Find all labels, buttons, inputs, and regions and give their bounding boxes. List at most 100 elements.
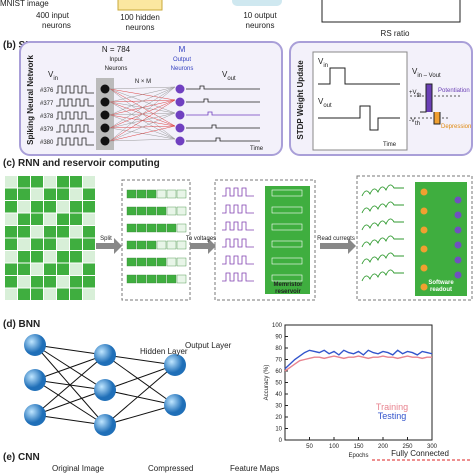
digit-cell: [5, 276, 17, 288]
y-tick-label: 30: [275, 404, 282, 410]
node: [454, 241, 462, 249]
plot-frame: [284, 324, 433, 441]
text: Software: [428, 280, 454, 286]
voltage: [222, 187, 254, 197]
threshold: [410, 95, 460, 119]
panel-label: (e) CNN: [3, 452, 40, 463]
neuron: [100, 84, 110, 94]
edge: [34, 354, 106, 381]
neuron: [164, 354, 186, 376]
box: [232, 0, 282, 6]
node: [454, 271, 462, 279]
node: [454, 211, 462, 219]
digit-cell: [70, 176, 82, 188]
digit-cell: [44, 251, 56, 263]
digit-cell: [5, 288, 17, 300]
digit-cell: [5, 263, 17, 275]
text: N × M: [135, 79, 151, 85]
text: MNIST image: [0, 0, 49, 8]
edge: [34, 354, 106, 416]
legend-label: Training: [376, 402, 408, 412]
digit-cell: [18, 213, 30, 225]
cell: [166, 257, 177, 267]
digit-cell: [31, 176, 43, 188]
spike-train: [56, 111, 94, 120]
digit-cell: [31, 213, 43, 225]
cell: [156, 240, 167, 250]
spike-train: [56, 85, 94, 94]
text: RS ratio: [381, 29, 410, 38]
text: neurons: [42, 21, 71, 30]
edge: [104, 354, 176, 406]
cell: [146, 206, 157, 216]
cell: [136, 223, 147, 233]
text: Time: [383, 142, 397, 148]
digit-cell: [31, 201, 43, 213]
x-axis-label: Epochs: [348, 453, 368, 459]
digit-cell: [83, 263, 95, 275]
text: Compressed: [148, 464, 193, 473]
neuron: [94, 414, 116, 436]
digit-cell: [57, 288, 69, 300]
row-label: #376: [40, 88, 54, 94]
digit-cell: [70, 238, 82, 250]
y-tick-label: 50: [275, 381, 282, 387]
neuron: [94, 379, 116, 401]
synapse: [109, 138, 176, 142]
text: -Vth: [409, 118, 420, 127]
cell: [126, 240, 137, 250]
axis: [321, 0, 461, 23]
box: [312, 51, 408, 151]
cell: [176, 189, 187, 199]
current: [361, 235, 404, 248]
neuron: [175, 136, 185, 146]
digit-cell: [31, 288, 43, 300]
synapse: [109, 86, 176, 116]
text: Hidden Layer: [140, 347, 188, 356]
x-tick-label: 200: [378, 444, 389, 450]
voltage: [222, 238, 254, 248]
output-wave: [186, 85, 260, 90]
digit-cell: [83, 238, 95, 250]
row-label: #378: [40, 114, 54, 120]
text: Vin: [318, 57, 328, 69]
voltage: [222, 221, 254, 231]
text: 10 output: [243, 11, 277, 20]
cell: [146, 189, 157, 199]
cell: [136, 240, 147, 250]
synapse: [109, 86, 176, 129]
cell: [176, 240, 187, 250]
digit-cell: [70, 251, 82, 263]
cell: [166, 223, 177, 233]
spike-train: [56, 98, 94, 107]
neuron: [100, 97, 110, 107]
current: [361, 269, 404, 282]
edge: [34, 414, 106, 426]
digit-cell: [31, 251, 43, 263]
digit-cell: [44, 276, 56, 288]
cell: [136, 257, 147, 267]
node: [420, 226, 428, 234]
x-tick-label: 100: [329, 444, 340, 450]
voltage: [222, 204, 254, 214]
digit-cell: [18, 288, 30, 300]
cell: [156, 257, 167, 267]
text: Split: [100, 236, 112, 242]
digit-cell: [57, 176, 69, 188]
digit-cell: [5, 188, 17, 200]
cell: [156, 189, 167, 199]
wave: [318, 105, 400, 131]
cell: [146, 240, 157, 250]
digit-cell: [18, 176, 30, 188]
current: [361, 218, 404, 231]
panel-label: (d) BNN: [3, 319, 40, 330]
node: [420, 283, 428, 291]
reservoir: [265, 186, 310, 294]
node: [420, 207, 428, 215]
digit-cell: [44, 238, 56, 250]
text: Input: [109, 57, 123, 63]
synapse: [109, 86, 176, 142]
node: [420, 245, 428, 253]
row-label: #377: [40, 101, 54, 107]
neuron: [24, 334, 46, 356]
